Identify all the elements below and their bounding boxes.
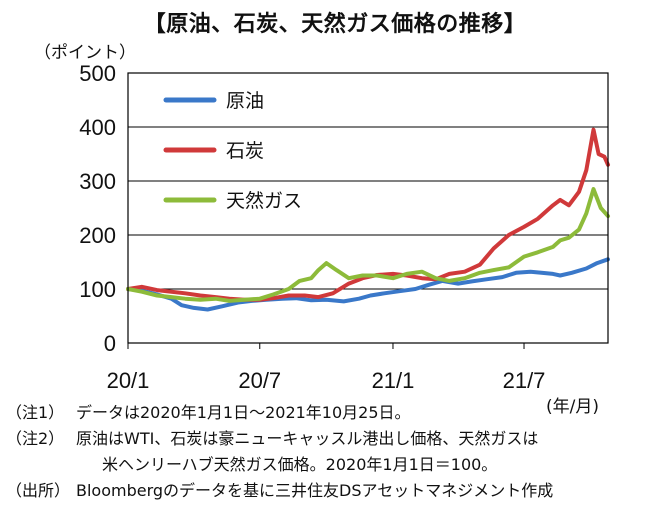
source-note: （出所） Bloombergのデータを基に三井住友DSアセットマネジメント作成 bbox=[6, 478, 666, 504]
note-label: （注1） bbox=[6, 403, 65, 422]
y-axis-unit: （ポイント） bbox=[34, 43, 136, 63]
footnotes: （注1） データは2020年1月1日～2021年10月25日。 （注2） 原油は… bbox=[6, 400, 666, 504]
series-lines bbox=[126, 127, 610, 312]
series-line-原油 bbox=[126, 257, 610, 312]
y-tick-label: 100 bbox=[79, 277, 116, 302]
y-tick-labels: 0 100 200 300 400 500 bbox=[79, 61, 116, 356]
series-line-天然ガス bbox=[126, 187, 610, 303]
x-tick-label: 20/7 bbox=[238, 368, 281, 393]
chart-title: 【原油、石炭、天然ガス価格の推移】 bbox=[143, 12, 527, 37]
note-2: （注2） 原油はWTI、石炭は豪ニューキャッスル港出し価格、天然ガスは bbox=[6, 426, 666, 452]
note-text: データは2020年1月1日～2021年10月25日。 bbox=[76, 403, 411, 422]
legend-label: 天然ガス bbox=[226, 190, 302, 212]
note-label: （出所） bbox=[6, 481, 71, 500]
y-tick-label: 200 bbox=[79, 223, 116, 248]
note-label: （注2） bbox=[6, 429, 65, 448]
note-text: 原油はWTI、石炭は豪ニューキャッスル港出し価格、天然ガスは bbox=[76, 429, 539, 448]
y-tick-label: 0 bbox=[104, 331, 116, 356]
grid-lines bbox=[128, 126, 608, 290]
legend-label: 原油 bbox=[226, 90, 264, 112]
y-tick-label: 500 bbox=[79, 61, 116, 86]
note-text: 米ヘンリーハブ天然ガス価格。2020年1月1日＝100。 bbox=[102, 455, 498, 474]
legend-label: 石炭 bbox=[226, 140, 264, 162]
x-tick-labels: 20/1 20/7 21/1 21/7 bbox=[107, 343, 546, 393]
y-tick-label: 300 bbox=[79, 169, 116, 194]
x-axis-unit: (年/月) bbox=[546, 397, 599, 417]
note-2-continued: 米ヘンリーハブ天然ガス価格。2020年1月1日＝100。 bbox=[6, 452, 666, 478]
x-tick-label: 21/1 bbox=[372, 368, 415, 393]
line-chart: 0 100 200 300 400 500 20/1 20/7 21/1 21/7 原油石炭天然… bbox=[79, 61, 610, 393]
plot-frame bbox=[127, 72, 609, 344]
note-1: （注1） データは2020年1月1日～2021年10月25日。 bbox=[6, 400, 666, 426]
x-tick-label: 20/1 bbox=[107, 368, 150, 393]
x-tick-label: 21/7 bbox=[503, 368, 546, 393]
y-tick-label: 400 bbox=[79, 115, 116, 140]
note-text: Bloombergのデータを基に三井住友DSアセットマネジメント作成 bbox=[76, 481, 554, 500]
